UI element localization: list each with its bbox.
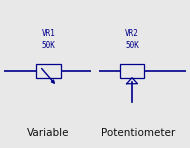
Text: VR1: VR1 <box>41 29 55 38</box>
Text: Variable: Variable <box>27 128 70 138</box>
Text: 50K: 50K <box>41 41 55 50</box>
Bar <box>120 64 144 78</box>
Text: Potentiometer: Potentiometer <box>101 128 175 138</box>
Bar <box>36 64 61 78</box>
Text: VR2: VR2 <box>125 29 139 38</box>
Text: 50K: 50K <box>125 41 139 50</box>
